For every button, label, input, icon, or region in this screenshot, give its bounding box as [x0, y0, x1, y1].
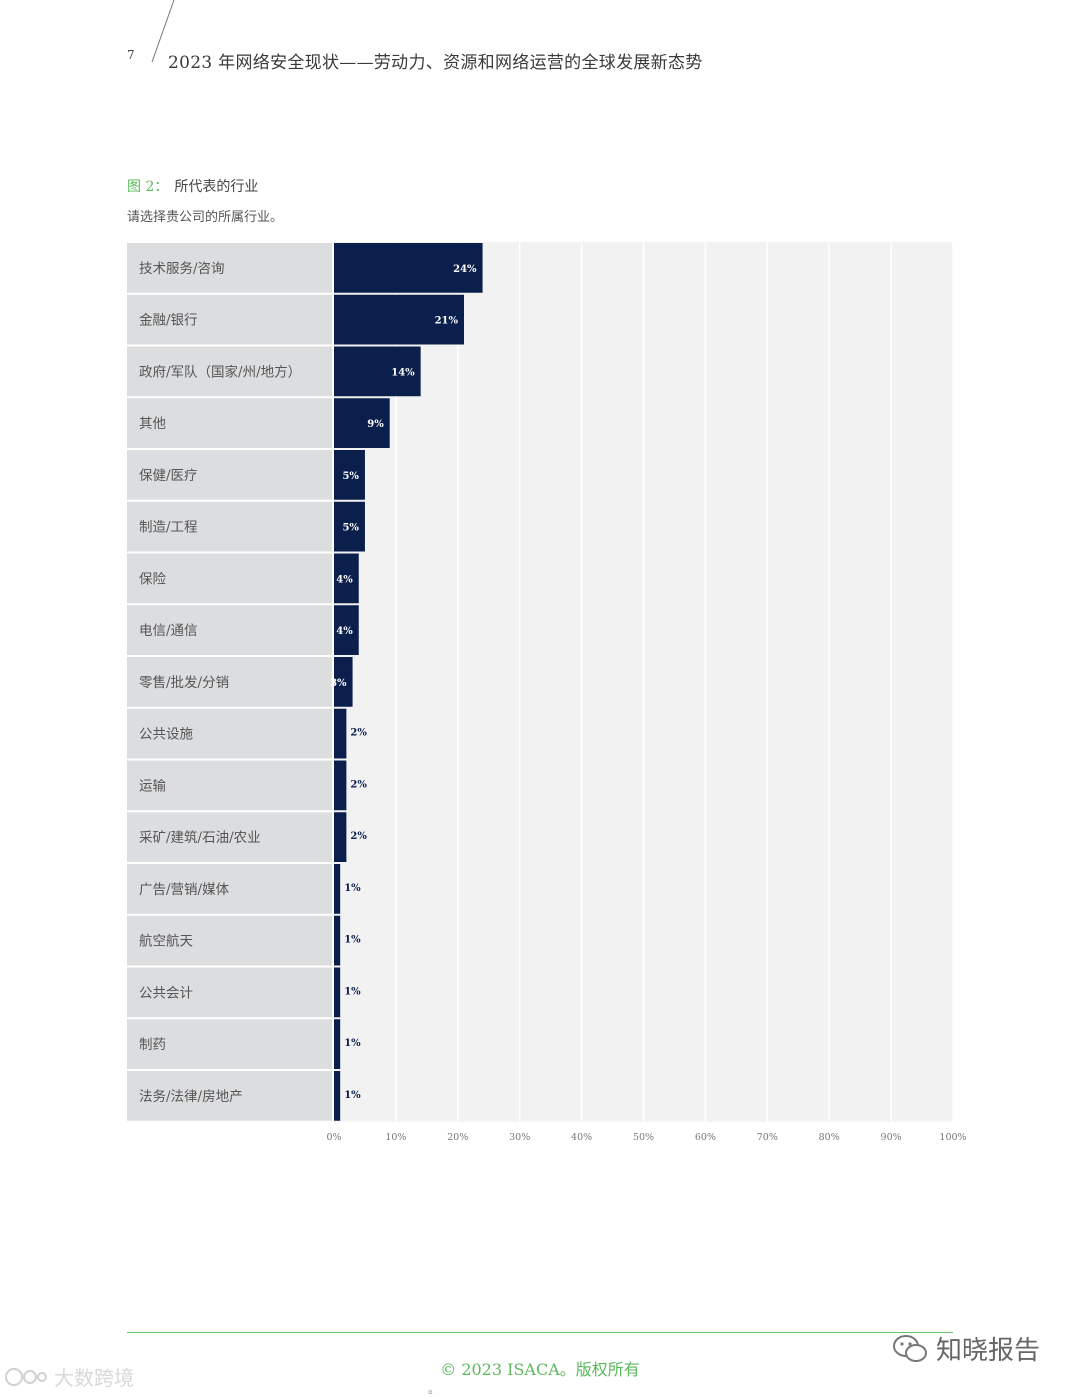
bar-value-label: 5% [342, 471, 359, 482]
watermark-left: 大数跨境 [4, 1362, 134, 1391]
category-label-panel [127, 708, 332, 759]
bar-value-label: 5% [342, 523, 359, 534]
bar [334, 605, 359, 655]
x-tick-label: 100% [939, 1132, 966, 1143]
footer-copyright: © 2023 ISACA。版权所有 [440, 1360, 640, 1379]
figure-subtitle: 请选择贵公司的所属行业。 [127, 210, 284, 225]
bar-value-label: 2% [350, 831, 367, 842]
bar-value-label: 1% [344, 935, 361, 946]
bar [334, 1071, 341, 1121]
category-label-panel [127, 501, 332, 552]
x-tick-label: 20% [447, 1132, 468, 1143]
category-label: 法务/法律/房地产 [139, 1089, 243, 1105]
x-tick-label: 60% [695, 1132, 716, 1143]
category-label-panel [127, 450, 332, 500]
category-label-panel [127, 553, 332, 604]
bar-value-label: 2% [350, 728, 367, 739]
bar-value-label: 3% [330, 678, 347, 689]
bar [334, 864, 341, 914]
x-tick-label: 70% [757, 1132, 778, 1143]
document-title: 2023 年网络安全现状——劳动力、资源和网络运营的全球发展新态势 [168, 53, 703, 73]
bar [334, 708, 347, 759]
header-slash-decoration [151, 0, 175, 62]
category-label: 保险 [139, 571, 166, 587]
x-tick-label: 50% [633, 1132, 654, 1143]
watermark-logo-icon [5, 1367, 47, 1386]
bar-value-label: 4% [336, 574, 353, 585]
x-tick-label: 0% [326, 1132, 341, 1143]
category-label: 运输 [139, 778, 166, 794]
bar [334, 1019, 341, 1069]
footer-dot: 。 [428, 1382, 441, 1396]
bar [334, 812, 347, 862]
category-label-panel [127, 605, 332, 655]
bar [334, 967, 341, 1018]
bar-value-label: 1% [344, 1038, 361, 1049]
category-label: 其他 [139, 416, 166, 432]
category-label: 零售/批发/分销 [139, 675, 229, 691]
figure-caption: 图 2： 所代表的行业 [127, 176, 258, 196]
footer-divider [127, 1332, 953, 1333]
category-label-panel [127, 967, 332, 1018]
wechat-icon [893, 1334, 927, 1362]
bar-value-label: 9% [367, 419, 384, 430]
figure-number: 图 2： [127, 179, 169, 195]
category-label-panel [127, 1071, 332, 1121]
bar [334, 657, 353, 707]
bar-value-label: 1% [344, 1090, 361, 1101]
bar-value-label: 21% [435, 316, 459, 327]
bar-value-label: 4% [336, 626, 353, 637]
category-label-panel [127, 1019, 332, 1069]
watermark-right-text: 知晓报告 [936, 1336, 1041, 1366]
category-label-panel [127, 864, 332, 914]
x-tick-label: 10% [385, 1132, 406, 1143]
bar [334, 915, 341, 966]
bar [334, 760, 347, 811]
bar [334, 243, 483, 293]
bar-value-label: 1% [344, 986, 361, 997]
category-label-panel [127, 243, 332, 293]
category-label: 制药 [139, 1037, 166, 1053]
x-tick-label: 90% [881, 1132, 902, 1143]
industry-bar-chart: 技术服务/咨询 24% 金融/银行 21% 政府/军队（国家/州/地方） 14% 其他 9% 保… [127, 242, 967, 1143]
category-label: 制造/工程 [139, 520, 198, 536]
category-label: 金融/银行 [139, 313, 198, 329]
category-label: 公共设施 [139, 727, 193, 743]
watermark-right: 知晓报告 [892, 1330, 1040, 1367]
x-tick-label: 30% [509, 1132, 530, 1143]
x-tick-label: 40% [571, 1132, 592, 1143]
bar [334, 501, 365, 552]
bar [334, 553, 359, 604]
category-label: 电信/通信 [139, 623, 198, 639]
bar-value-label: 1% [344, 883, 361, 894]
x-tick-label: 80% [819, 1132, 840, 1143]
page-number: 7 [127, 48, 135, 62]
bar-value-label: 2% [350, 779, 367, 790]
category-label: 航空航天 [139, 934, 193, 950]
category-label-panel [127, 812, 332, 862]
bar [334, 450, 365, 500]
bar-value-label: 24% [453, 264, 477, 275]
category-label-panel [127, 760, 332, 811]
category-label-panel [127, 346, 332, 397]
watermark-left-text: 大数跨境 [54, 1366, 134, 1390]
category-label: 公共会计 [139, 985, 193, 1001]
category-label: 技术服务/咨询 [139, 261, 225, 277]
category-label-panel [127, 294, 332, 345]
category-label: 保健/医疗 [139, 468, 198, 484]
bar-value-label: 14% [391, 367, 415, 378]
category-label-panel [127, 657, 332, 707]
figure-title: 所代表的行业 [174, 179, 259, 195]
category-label: 采矿/建筑/石油/农业 [139, 830, 261, 846]
bar [334, 398, 390, 448]
category-label-panel [127, 915, 332, 966]
bar [334, 346, 421, 397]
category-label: 广告/营销/媒体 [139, 882, 230, 898]
category-label-panel [127, 398, 332, 448]
category-label: 政府/军队（国家/州/地方） [139, 363, 301, 380]
bar [334, 294, 464, 345]
